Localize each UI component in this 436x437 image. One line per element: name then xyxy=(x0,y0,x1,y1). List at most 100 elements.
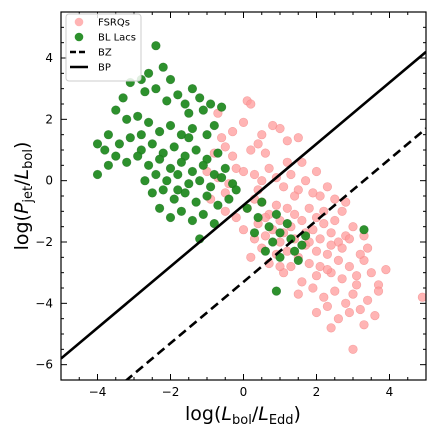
point-fsrqs xyxy=(341,298,351,308)
point-bl-lacs xyxy=(260,246,271,256)
point-bl-lacs xyxy=(257,197,267,207)
legend: FSRQs BL Lacs BZ BP xyxy=(65,13,142,82)
point-bl-lacs xyxy=(187,166,197,177)
point-fsrqs xyxy=(341,197,351,207)
point-bl-lacs xyxy=(151,41,161,51)
point-fsrqs xyxy=(337,274,347,284)
point-fsrqs xyxy=(366,268,376,278)
point-fsrqs xyxy=(344,234,355,244)
point-bl-lacs xyxy=(209,219,219,229)
y-tick-label: −4 xyxy=(35,296,53,310)
point-fsrqs xyxy=(322,249,333,259)
point-bl-lacs xyxy=(169,142,179,152)
point-fsrqs xyxy=(348,289,358,299)
point-fsrqs xyxy=(352,280,362,290)
legend-label-bl-lacs: BL Lacs xyxy=(98,33,136,44)
point-bl-lacs xyxy=(180,99,190,109)
point-bl-lacs xyxy=(264,222,274,232)
point-fsrqs xyxy=(311,307,322,318)
point-bl-lacs xyxy=(122,157,132,167)
point-bl-lacs xyxy=(359,225,369,235)
point-fsrqs xyxy=(311,271,322,281)
point-fsrqs xyxy=(293,133,303,143)
point-bl-lacs xyxy=(173,185,183,195)
x-tick-label: 2 xyxy=(313,385,321,399)
point-bl-lacs xyxy=(290,246,300,256)
point-fsrqs xyxy=(319,219,329,229)
point-fsrqs xyxy=(304,203,314,213)
point-fsrqs xyxy=(348,344,358,354)
point-fsrqs xyxy=(260,148,271,158)
point-fsrqs xyxy=(228,127,238,137)
point-fsrqs xyxy=(231,212,241,223)
point-bl-lacs xyxy=(140,176,150,186)
point-fsrqs xyxy=(282,136,292,146)
point-bl-lacs xyxy=(293,255,303,266)
point-fsrqs xyxy=(286,169,296,180)
point-fsrqs xyxy=(293,289,303,299)
ticks-layer: −4 −2 0 2 4 −6 −4 −2 0 2 4 xyxy=(35,11,427,399)
point-fsrqs xyxy=(319,292,329,302)
point-bl-lacs xyxy=(92,139,103,149)
point-fsrqs xyxy=(326,323,336,333)
point-bl-lacs xyxy=(191,197,201,207)
point-bl-lacs xyxy=(231,185,241,195)
point-bl-lacs xyxy=(224,194,234,204)
point-bl-lacs xyxy=(191,145,201,155)
point-bl-lacs xyxy=(213,148,223,158)
point-bl-lacs xyxy=(151,84,161,94)
point-fsrqs xyxy=(355,304,365,315)
x-tick-label: −2 xyxy=(162,385,180,399)
point-bl-lacs xyxy=(111,105,121,115)
point-fsrqs xyxy=(246,145,256,155)
point-bl-lacs xyxy=(195,93,205,103)
y-tick-label: 4 xyxy=(45,51,53,65)
point-fsrqs xyxy=(297,215,307,226)
point-fsrqs xyxy=(220,206,230,216)
point-fsrqs xyxy=(257,130,267,140)
legend-label-fsrqs: FSRQs xyxy=(98,18,130,29)
point-fsrqs xyxy=(228,151,238,161)
point-fsrqs xyxy=(337,243,347,253)
point-fsrqs xyxy=(279,182,289,192)
point-fsrqs xyxy=(363,243,373,253)
point-fsrqs xyxy=(381,265,391,275)
point-fsrqs xyxy=(322,265,333,275)
point-bl-lacs xyxy=(271,209,282,219)
point-fsrqs xyxy=(330,194,340,204)
point-bl-lacs xyxy=(111,151,121,161)
point-fsrqs xyxy=(322,182,333,192)
point-bl-lacs xyxy=(162,176,172,186)
point-fsrqs xyxy=(286,261,296,272)
bz-line xyxy=(124,127,426,380)
point-fsrqs xyxy=(308,283,318,293)
point-bl-lacs xyxy=(144,68,154,78)
point-bl-lacs xyxy=(136,130,146,140)
y-tick-label: −2 xyxy=(35,235,53,249)
point-fsrqs xyxy=(264,163,274,173)
point-fsrqs xyxy=(271,200,282,210)
point-bl-lacs xyxy=(151,169,161,180)
point-bl-lacs xyxy=(187,215,197,226)
point-fsrqs xyxy=(282,203,292,213)
point-bl-lacs xyxy=(118,93,128,103)
point-bl-lacs xyxy=(301,231,311,241)
point-fsrqs xyxy=(249,169,260,180)
point-bl-lacs xyxy=(165,163,176,173)
point-fsrqs xyxy=(238,166,249,177)
point-fsrqs xyxy=(337,206,347,216)
point-bl-lacs xyxy=(187,84,197,94)
point-fsrqs xyxy=(253,139,263,149)
point-fsrqs xyxy=(326,240,336,250)
point-fsrqs xyxy=(333,255,344,266)
point-bl-lacs xyxy=(125,133,135,143)
point-bl-lacs xyxy=(100,145,110,155)
point-fsrqs xyxy=(260,231,271,241)
point-bl-lacs xyxy=(122,114,132,124)
point-fsrqs xyxy=(315,234,325,244)
point-fsrqs xyxy=(275,123,285,134)
point-fsrqs xyxy=(290,209,300,219)
legend-marker-fsrqs xyxy=(74,17,84,27)
point-bl-lacs xyxy=(213,200,223,210)
y-tick-label: −6 xyxy=(35,358,53,372)
